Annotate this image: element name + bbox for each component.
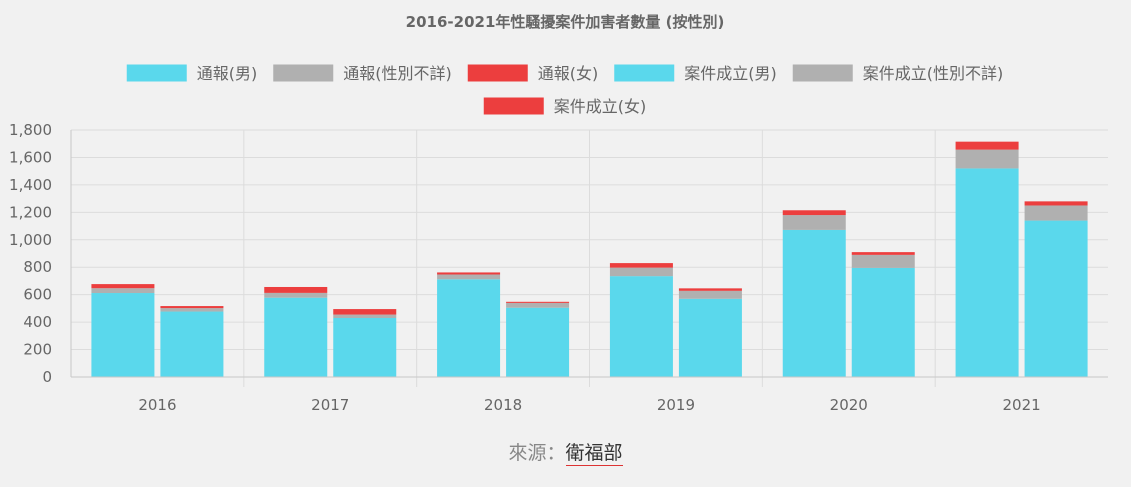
x-tick-label: 2021 bbox=[1002, 396, 1040, 414]
bars[interactable] bbox=[91, 141, 1088, 377]
y-tick-label: 1,000 bbox=[9, 231, 52, 249]
bar-segment[interactable] bbox=[333, 309, 397, 315]
x-tick-label: 2017 bbox=[311, 396, 349, 414]
bar-segment[interactable] bbox=[91, 288, 155, 294]
legend-swatch bbox=[483, 97, 544, 115]
bar-segment[interactable] bbox=[91, 284, 155, 289]
legend-label: 通報(女) bbox=[538, 64, 599, 83]
legend-label: 案件成立(女) bbox=[554, 97, 647, 116]
bar-segment[interactable] bbox=[678, 298, 742, 377]
bar-segment[interactable] bbox=[609, 263, 673, 268]
bar-segment[interactable] bbox=[437, 279, 501, 377]
y-tick-label: 800 bbox=[23, 258, 52, 276]
bar-segment[interactable] bbox=[160, 306, 224, 309]
bar-segment[interactable] bbox=[955, 149, 1019, 169]
legend-swatch bbox=[273, 64, 334, 82]
y-tick-label: 200 bbox=[23, 341, 52, 359]
x-tick-label: 2016 bbox=[138, 396, 176, 414]
bar-segment[interactable] bbox=[264, 286, 328, 293]
bar-segment[interactable] bbox=[955, 168, 1019, 377]
source-caption: 來源：衛福部 bbox=[0, 438, 1131, 466]
legend-item[interactable]: 通報(女) bbox=[467, 64, 599, 83]
bar-segment[interactable] bbox=[160, 308, 224, 312]
legend[interactable]: 通報(男) 通報(性別不詳) 通報(女) 案件成立(男) 案件成立(性別不詳) 案件成立(… bbox=[126, 64, 1004, 116]
bar-segment[interactable] bbox=[955, 141, 1019, 150]
chart-title: 2016-2021年性騷擾案件加害者數量 (按性別) bbox=[406, 13, 725, 31]
bar-segment[interactable] bbox=[1024, 201, 1088, 206]
y-tick-label: 1,800 bbox=[9, 121, 52, 139]
bar-segment[interactable] bbox=[333, 314, 397, 318]
legend-item[interactable]: 通報(性別不詳) bbox=[273, 64, 452, 83]
legend-label: 通報(男) bbox=[197, 64, 258, 83]
bar-segment[interactable] bbox=[264, 297, 328, 377]
x-tick-label: 2018 bbox=[484, 396, 522, 414]
y-tick-label: 400 bbox=[23, 313, 52, 331]
grid bbox=[71, 129, 1108, 387]
bar-segment[interactable] bbox=[1024, 220, 1088, 377]
bar-segment[interactable] bbox=[782, 215, 846, 230]
y-tick-label: 0 bbox=[42, 368, 52, 386]
bar-segment[interactable] bbox=[851, 252, 915, 255]
y-tick-label: 1,400 bbox=[9, 176, 52, 194]
legend-label: 案件成立(男) bbox=[684, 64, 777, 83]
legend-swatch bbox=[614, 64, 675, 82]
bar-segment[interactable] bbox=[678, 288, 742, 291]
chart-svg: 2016-2021年性騷擾案件加害者數量 (按性別) 通報(男) 通報(性別不詳)… bbox=[9, 13, 1108, 414]
bar-segment[interactable] bbox=[782, 210, 846, 216]
legend-item[interactable]: 案件成立(女) bbox=[483, 97, 647, 116]
x-tick-label: 2020 bbox=[830, 396, 868, 414]
source-link[interactable]: 衛福部 bbox=[565, 442, 623, 466]
bar-segment[interactable] bbox=[506, 301, 570, 303]
legend-swatch bbox=[467, 64, 528, 82]
bar-segment[interactable] bbox=[678, 290, 742, 299]
bar-segment[interactable] bbox=[1024, 205, 1088, 221]
source-label: 來源： bbox=[508, 442, 566, 464]
legend-item[interactable]: 案件成立(性別不詳) bbox=[792, 64, 1004, 83]
bar-segment[interactable] bbox=[506, 307, 570, 377]
y-tick-label: 1,600 bbox=[9, 148, 52, 166]
bar-segment[interactable] bbox=[851, 254, 915, 268]
bar-segment[interactable] bbox=[609, 267, 673, 277]
bar-segment[interactable] bbox=[609, 276, 673, 377]
bar-segment[interactable] bbox=[506, 302, 570, 308]
legend-item[interactable]: 通報(男) bbox=[126, 64, 258, 83]
bar-segment[interactable] bbox=[437, 274, 501, 280]
bar-segment[interactable] bbox=[333, 317, 397, 377]
y-tick-label: 600 bbox=[23, 286, 52, 304]
bar-segment[interactable] bbox=[160, 311, 224, 377]
bar-segment[interactable] bbox=[851, 267, 915, 377]
axes: 0 200 400 600 800 1,000 1,200 1,400 1,600 1,800 20… bbox=[9, 121, 1108, 414]
bar-segment[interactable] bbox=[91, 293, 155, 377]
y-tick-label: 1,200 bbox=[9, 203, 52, 221]
bar-segment[interactable] bbox=[437, 272, 501, 275]
legend-label: 案件成立(性別不詳) bbox=[863, 64, 1004, 83]
legend-item[interactable]: 案件成立(男) bbox=[614, 64, 777, 83]
legend-swatch bbox=[792, 64, 853, 82]
bar-segment[interactable] bbox=[264, 292, 328, 298]
x-tick-label: 2019 bbox=[657, 396, 695, 414]
bar-segment[interactable] bbox=[782, 229, 846, 377]
legend-swatch bbox=[126, 64, 187, 82]
legend-label: 通報(性別不詳) bbox=[343, 64, 452, 83]
